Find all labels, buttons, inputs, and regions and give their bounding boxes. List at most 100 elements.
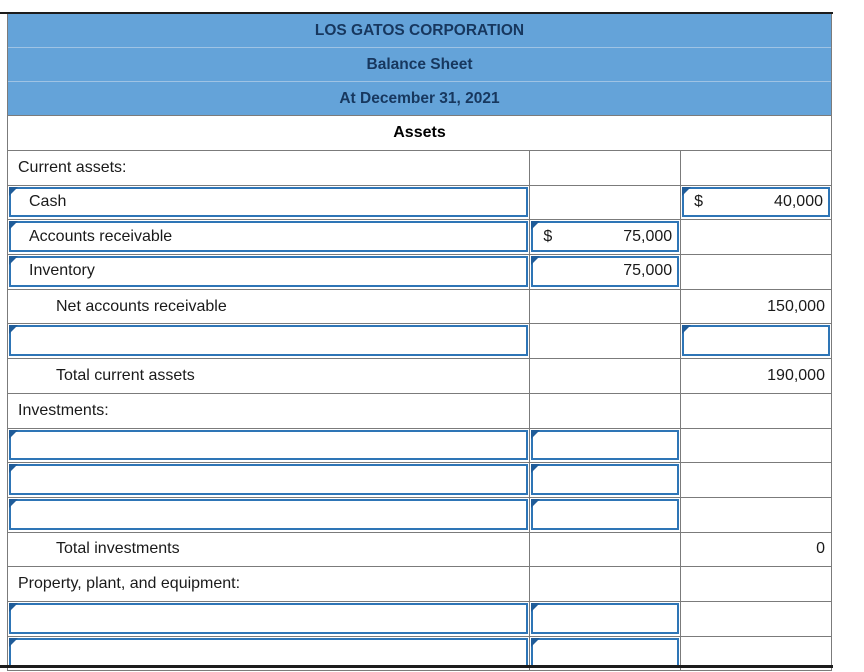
blank-label-cell — [8, 324, 531, 359]
empty-cell — [530, 324, 682, 359]
inventory-label-input[interactable]: Inventory — [9, 256, 529, 287]
row-ppe-header: Property, plant, and equipment: — [8, 567, 831, 602]
row-blank-investment-1 — [8, 428, 831, 464]
empty-cell — [530, 532, 682, 567]
total-investments-label-cell: Total investments — [8, 532, 531, 567]
blank-current-asset-amount-input[interactable] — [682, 325, 830, 357]
blank-investment-amount-input-2[interactable] — [531, 464, 680, 495]
blank-label-cell — [8, 497, 531, 532]
blank-label-cell — [8, 601, 531, 636]
balance-sheet-table: LOS GATOS CORPORATION Balance Sheet At D… — [7, 14, 832, 672]
blank-amount-cell — [530, 601, 682, 636]
blank-current-asset-label-input[interactable] — [9, 325, 529, 357]
inventory-amount-input[interactable]: 75,000 — [531, 256, 680, 287]
blank-amount-cell — [530, 497, 682, 532]
cash-amount-input[interactable]: $ 40,000 — [682, 186, 830, 218]
empty-cell — [681, 394, 831, 428]
total-investments-amount-cell: 0 — [681, 533, 831, 567]
input-marker-icon — [531, 498, 541, 508]
row-cash: Cash $ 40,000 — [8, 185, 831, 221]
table-top-border — [0, 12, 833, 14]
blank-investment-label-input-2[interactable] — [9, 464, 529, 495]
input-marker-icon — [9, 637, 18, 647]
input-marker-icon — [9, 498, 18, 508]
cash-amount: 40,000 — [774, 193, 823, 211]
empty-cell — [530, 289, 682, 324]
inventory-amount: 75,000 — [623, 262, 673, 280]
input-marker-icon — [9, 325, 18, 335]
inventory-amount-cell: 75,000 — [530, 255, 682, 289]
accounts-receivable-amount-cell: $ 75,000 — [530, 220, 682, 255]
ppe-label: Property, plant, and equipment: — [18, 575, 241, 593]
input-marker-icon — [682, 325, 692, 335]
accounts-receivable-label-input[interactable]: Accounts receivable — [9, 221, 529, 253]
empty-cell — [681, 151, 831, 185]
row-total-investments: Total investments 0 — [8, 532, 831, 568]
blank-investment-label-input-3[interactable] — [9, 498, 529, 530]
empty-cell — [530, 185, 682, 220]
company-name: LOS GATOS CORPORATION — [314, 21, 525, 39]
input-marker-icon — [9, 602, 18, 612]
statement-title-row: Balance Sheet — [8, 48, 831, 82]
row-inventory: Inventory 75,000 — [8, 255, 831, 290]
current-assets-label: Current assets: — [18, 158, 127, 176]
blank-label-cell — [8, 428, 531, 463]
ppe-label-cell: Property, plant, and equipment: — [8, 567, 531, 601]
inventory-label-cell: Inventory — [8, 255, 531, 289]
investments-label: Investments: — [18, 401, 109, 419]
inventory-label: Inventory — [29, 262, 95, 280]
empty-cell — [681, 567, 831, 601]
investments-label-cell: Investments: — [8, 393, 531, 428]
input-marker-icon — [682, 186, 692, 196]
net-accounts-receivable-amount: 150,000 — [767, 297, 825, 315]
total-current-assets-amount: 190,000 — [767, 366, 825, 384]
empty-cell — [530, 359, 682, 393]
blank-ppe-label-input-1[interactable] — [9, 602, 529, 634]
statement-date: At December 31, 2021 — [339, 89, 500, 107]
assets-section-title: Assets — [393, 124, 446, 141]
statement-title: Balance Sheet — [366, 55, 473, 73]
accounts-receivable-label-cell: Accounts receivable — [8, 220, 531, 255]
input-marker-icon — [9, 256, 18, 266]
total-current-assets-label: Total current assets — [56, 366, 195, 384]
input-marker-icon — [531, 256, 541, 266]
row-blank-ppe-1 — [8, 601, 831, 637]
blank-amount-cell — [681, 324, 831, 358]
currency-symbol: $ — [543, 227, 553, 245]
blank-investment-amount-input-3[interactable] — [531, 498, 680, 530]
blank-ppe-label-input-2[interactable] — [9, 637, 529, 669]
cash-label: Cash — [29, 193, 67, 211]
blank-amount-cell — [530, 463, 682, 497]
empty-cell — [681, 220, 831, 254]
input-marker-icon — [531, 464, 541, 474]
input-marker-icon — [9, 464, 18, 474]
total-current-assets-amount-cell: 190,000 — [681, 359, 831, 393]
blank-investment-label-input-1[interactable] — [9, 429, 529, 461]
blank-label-cell — [8, 636, 531, 671]
row-blank-investment-2 — [8, 463, 831, 498]
assets-section-row: Assets — [8, 116, 831, 151]
empty-cell — [530, 151, 682, 185]
input-marker-icon — [531, 221, 541, 231]
accounts-receivable-amount-input[interactable]: $ 75,000 — [531, 221, 680, 253]
blank-investment-amount-input-1[interactable] — [531, 429, 680, 461]
empty-cell — [681, 498, 831, 532]
row-investments-header: Investments: — [8, 393, 831, 429]
net-accounts-receivable-label-cell: Net accounts receivable — [8, 289, 531, 324]
blank-label-cell — [8, 463, 531, 497]
empty-cell — [530, 393, 682, 428]
empty-cell — [530, 567, 682, 601]
blank-ppe-amount-input-1[interactable] — [531, 602, 680, 634]
row-current-assets-header: Current assets: — [8, 151, 831, 186]
blank-ppe-amount-input-2[interactable] — [531, 637, 680, 669]
cash-label-input[interactable]: Cash — [9, 186, 529, 218]
empty-cell — [681, 429, 831, 463]
cash-label-cell: Cash — [8, 185, 531, 220]
table-bottom-border — [0, 665, 833, 668]
empty-cell — [681, 463, 831, 497]
current-assets-label-cell: Current assets: — [8, 151, 531, 185]
company-name-row: LOS GATOS CORPORATION — [8, 14, 831, 48]
total-current-assets-label-cell: Total current assets — [8, 359, 531, 393]
net-accounts-receivable-label: Net accounts receivable — [56, 297, 227, 315]
input-marker-icon — [9, 429, 18, 439]
